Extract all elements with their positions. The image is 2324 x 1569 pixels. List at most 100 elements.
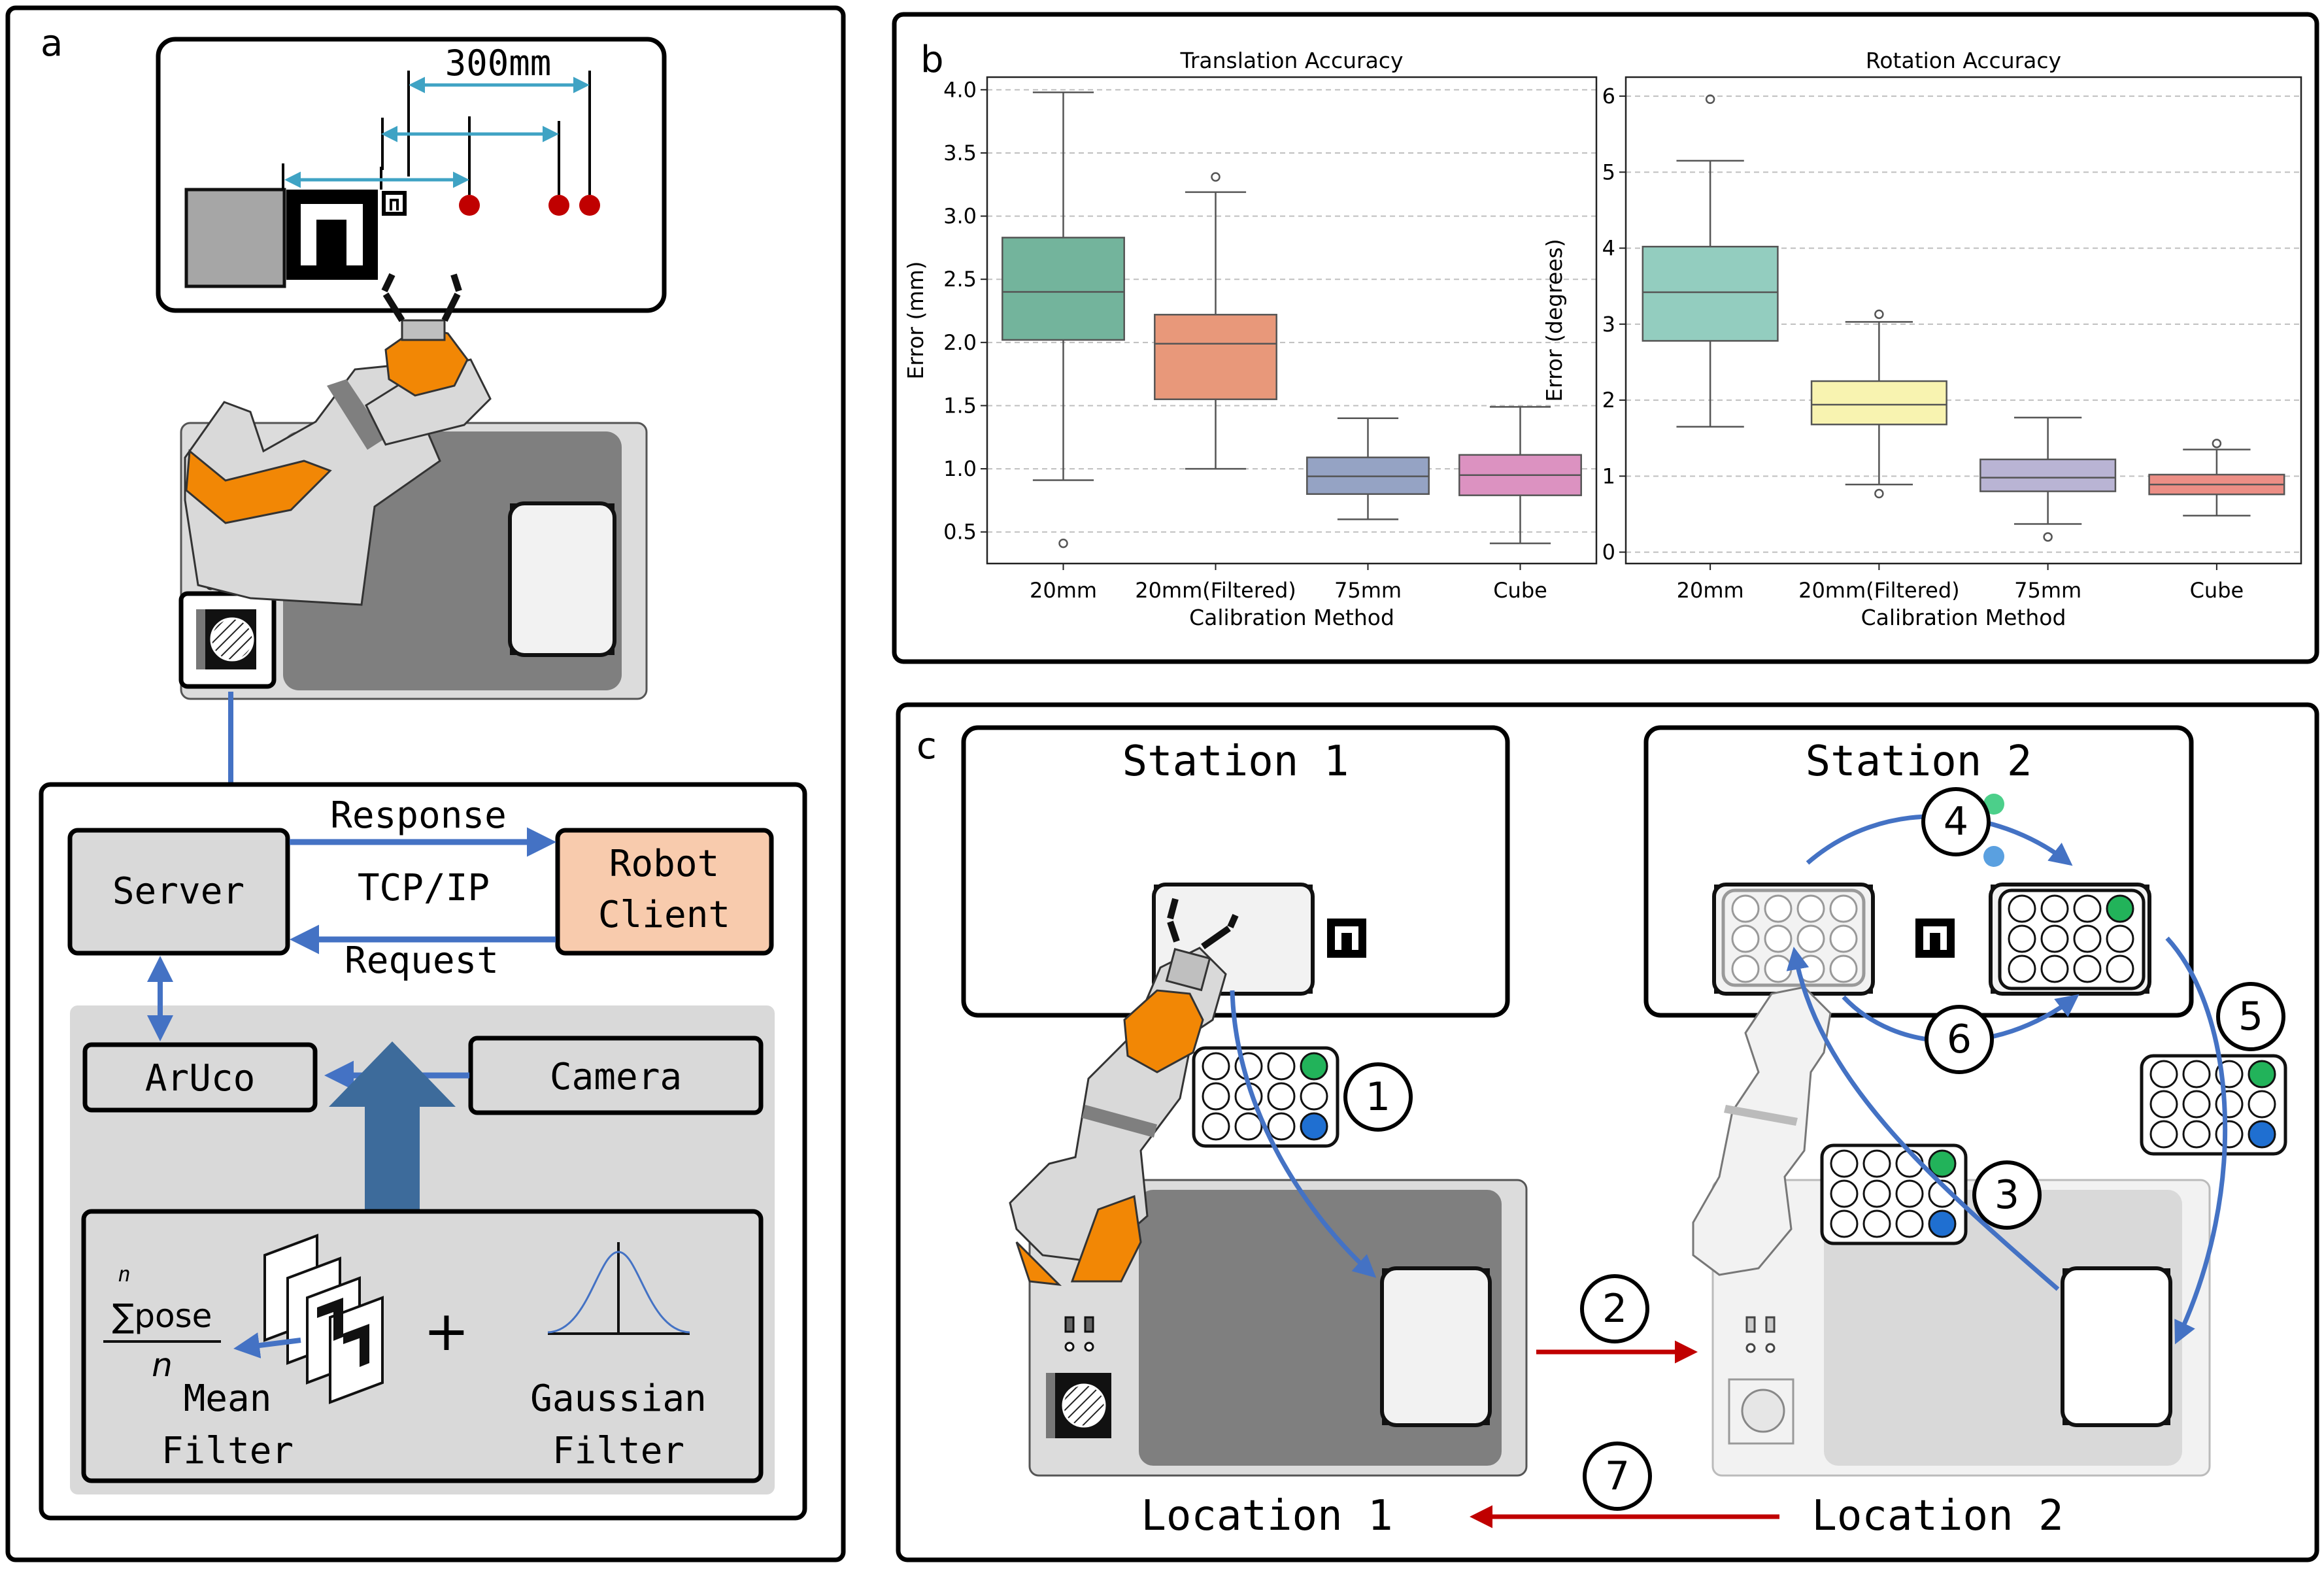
- well: [1267, 1052, 1296, 1081]
- request-label: Request: [345, 939, 499, 982]
- svg-text:6: 6: [1947, 1017, 1972, 1062]
- station-1-marker: [1327, 919, 1366, 958]
- well: [2182, 1090, 2211, 1119]
- station-2-label: Station 2: [1806, 737, 2032, 786]
- well: [1862, 1149, 1891, 1178]
- panel-c-letter: c: [917, 725, 937, 768]
- well: [1202, 1052, 1230, 1081]
- well: [1300, 1112, 1328, 1141]
- well: [1895, 1209, 1924, 1238]
- svg-text:7: 7: [1605, 1453, 1630, 1499]
- step-2-badge: 2: [1580, 1274, 1649, 1343]
- well: [1829, 954, 1858, 983]
- y-tick-label: 3.5: [943, 141, 977, 165]
- step-4-badge: 4: [1921, 787, 1991, 856]
- outlier-point: [1874, 488, 1884, 499]
- large-aruco-marker: [286, 190, 378, 280]
- box: [1154, 314, 1277, 401]
- well: [1796, 894, 1825, 923]
- well: [2040, 894, 2069, 923]
- step-5-badge: 5: [2216, 982, 2285, 1051]
- location-2-table: [1711, 1179, 2211, 1477]
- svg-text:5: 5: [2238, 994, 2263, 1039]
- well: [2106, 954, 2134, 983]
- well: [1731, 954, 1760, 983]
- arrow-step-5: [2165, 936, 2228, 1345]
- panel-b: b 0.5 1.0 1.5 2.0 2.5 3.0 3.5 4.0 20mm 20mm(Filte…: [892, 12, 2319, 664]
- camera-label: Camera: [550, 1056, 682, 1098]
- filter-up-arrow: [329, 1041, 456, 1211]
- sample-plate-3: [1820, 1143, 1968, 1245]
- y-tick-label: 2: [1602, 388, 1615, 413]
- well: [1829, 894, 1858, 923]
- y-axis-label: Error (mm): [903, 262, 928, 380]
- x-axis-label: Calibration Method: [1861, 605, 2066, 630]
- station-2-plate-left: [1721, 888, 1866, 987]
- y-tick-label: 2.5: [943, 267, 977, 292]
- server-box: [67, 828, 290, 956]
- well: [2248, 1060, 2276, 1088]
- location-1-label: Location 1: [1141, 1492, 1392, 1540]
- y-tick-label: 6: [1602, 84, 1615, 109]
- well: [2182, 1120, 2211, 1149]
- well: [1731, 924, 1760, 953]
- tcpip-label: TCP/IP: [358, 867, 490, 909]
- robot-arm-a: [184, 273, 492, 606]
- chart-title: Translation Accuracy: [1180, 48, 1404, 73]
- arrow-step-3: [1786, 947, 2060, 1291]
- chart-title: Rotation Accuracy: [1866, 48, 2061, 73]
- well: [1928, 1149, 1957, 1178]
- y-tick-label: 5: [1602, 160, 1615, 184]
- well: [2248, 1090, 2276, 1119]
- formula-n-bottom: n: [152, 1346, 173, 1384]
- step-6-badge: 6: [1925, 1005, 1994, 1074]
- gaussian-filter-label-line2: Filter: [552, 1430, 684, 1472]
- well: [1764, 924, 1793, 953]
- well: [2008, 924, 2036, 953]
- well: [1928, 1179, 1957, 1208]
- well: [1234, 1112, 1263, 1141]
- panel-b-letter: b: [920, 39, 944, 81]
- outlier-point: [1874, 309, 1884, 319]
- location-1-table: [1028, 1179, 1528, 1477]
- mean-filter-label-line2: Filter: [161, 1430, 294, 1472]
- well: [2106, 924, 2134, 953]
- green-droplet: [1983, 794, 2004, 815]
- sample-plate-1: [1192, 1046, 1339, 1148]
- step-3-badge: 3: [1972, 1160, 2042, 1230]
- outlier-point: [1211, 172, 1221, 182]
- well: [2073, 894, 2102, 923]
- x-tick-label: 20mm: [1030, 578, 1097, 603]
- well: [2215, 1090, 2244, 1119]
- robot-arm-location-1: [1009, 898, 1239, 1286]
- x-tick-label: 20mm: [1677, 578, 1744, 603]
- blue-droplet: [1983, 846, 2004, 867]
- box: [1002, 237, 1125, 341]
- box: [1642, 245, 1779, 342]
- translation-accuracy-chart: 0.5 1.0 1.5 2.0 2.5 3.0 3.5 4.0 20mm 20mm(Filtere…: [903, 48, 1598, 630]
- well: [1731, 894, 1760, 923]
- sample-plate-5: [2140, 1054, 2287, 1156]
- well: [1267, 1112, 1296, 1141]
- y-tick-label: 0.5: [943, 520, 977, 545]
- outlier-point: [2043, 532, 2053, 542]
- location-2-label: Location 2: [1811, 1492, 2063, 1540]
- y-tick-label: 1.5: [943, 393, 977, 418]
- y-tick-label: 4.0: [943, 77, 977, 102]
- well: [1764, 954, 1793, 983]
- plot-frame: [986, 76, 1598, 565]
- box: [1979, 458, 2117, 492]
- response-label: Response: [330, 794, 507, 837]
- well: [2215, 1120, 2244, 1149]
- gaussian-curve-icon: [547, 1242, 690, 1335]
- well: [2149, 1060, 2178, 1088]
- formula-sum-pose: ∑pose: [112, 1297, 212, 1335]
- well: [1895, 1179, 1924, 1208]
- robot-client-label-line1: Robot: [609, 843, 720, 885]
- rotation-accuracy-chart: 0 1 2 3 4 5 6 20mm 20mm(Filtered) 75mm Cube Rotatio…: [1541, 48, 2302, 630]
- well: [1862, 1209, 1891, 1238]
- well: [2073, 924, 2102, 953]
- well: [1830, 1149, 1859, 1178]
- station-2-marker: [1915, 919, 1955, 958]
